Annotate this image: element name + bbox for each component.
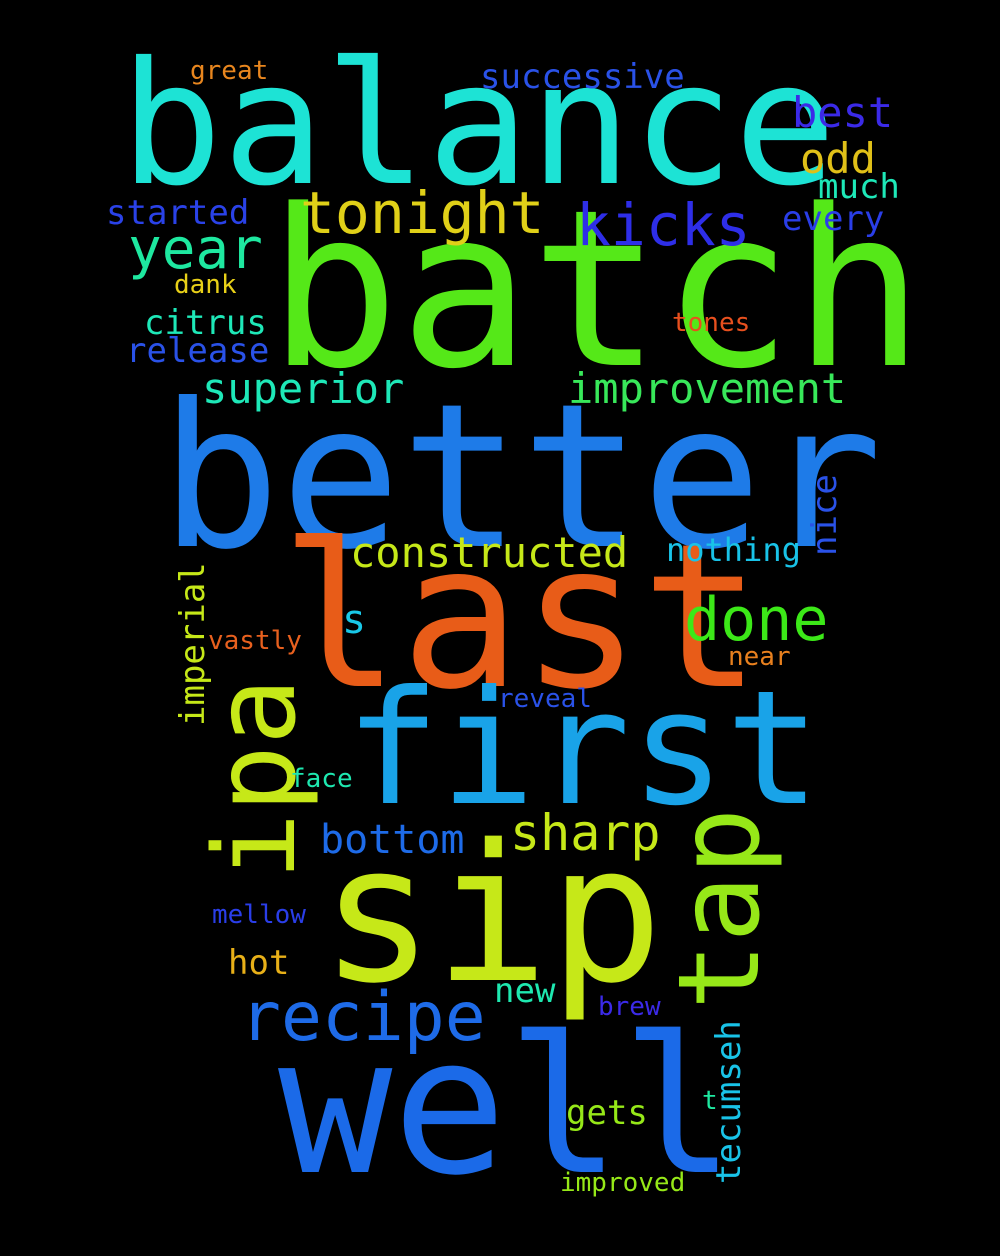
word-balance: balance (120, 26, 837, 224)
word-much: much (818, 167, 900, 207)
word-near: near (728, 642, 791, 672)
word-gets: gets (566, 1093, 648, 1133)
word-imperial: imperial (173, 562, 213, 726)
word-better: better (160, 361, 883, 594)
word-great: great (190, 56, 269, 86)
word-tones: tones (672, 308, 751, 338)
word-constructed: constructed (350, 528, 629, 577)
word-odd: odd (800, 134, 876, 183)
word-batch: batch (268, 164, 925, 417)
word-bottom: bottom (320, 817, 465, 863)
word-new: new (494, 971, 556, 1011)
word-tonight: tonight (300, 179, 545, 247)
word-last: last (280, 501, 762, 734)
word-t: t (702, 1086, 718, 1116)
word-release: release (126, 331, 270, 371)
word-sip: sip (320, 804, 664, 1025)
word-sharp: sharp (510, 804, 661, 862)
word-successive: successive (480, 57, 685, 97)
word-kicks: kicks (576, 191, 751, 259)
word-recipe: recipe (240, 978, 486, 1057)
word-every: every (782, 199, 885, 239)
word-hot: hot (228, 943, 290, 983)
word-reveal: reveal (498, 684, 592, 714)
word-superior: superior (202, 364, 405, 413)
word-improvement: improvement (568, 364, 847, 413)
word-mellow: mellow (212, 900, 306, 930)
word-best: best (792, 88, 894, 137)
word-well: well (278, 996, 736, 1217)
word-nice: nice (805, 474, 845, 556)
word-citrus: citrus (144, 303, 267, 343)
word-done: done (684, 585, 829, 655)
word-tap: tap (655, 807, 785, 1010)
word-improved: improved (560, 1168, 686, 1198)
word-year: year (128, 217, 263, 282)
word-started: started (106, 193, 250, 233)
word-vastly: vastly (208, 626, 302, 656)
word-dank: dank (174, 270, 237, 300)
word-face: face (290, 764, 353, 794)
word-brew: brew (598, 992, 661, 1022)
word-nothing: nothing (666, 531, 801, 569)
word-first: first (345, 657, 821, 841)
word-s: s (342, 597, 367, 643)
